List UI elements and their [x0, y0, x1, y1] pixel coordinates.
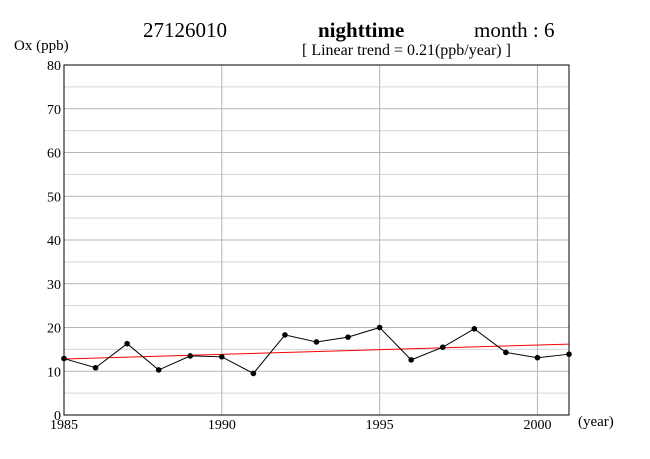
series-line	[63, 326, 570, 375]
linear-trend-label: [ Linear trend = 0.21(ppb/year) ]	[302, 42, 511, 59]
data-point	[282, 332, 288, 338]
y-tick-label: 50	[47, 190, 61, 205]
data-point	[313, 339, 320, 345]
y-tick-label: 10	[47, 365, 61, 380]
data-point	[503, 349, 509, 356]
data-point	[376, 324, 383, 331]
y-tick-label: 40	[47, 234, 61, 249]
data-series	[61, 324, 572, 377]
y-tick-label: 30	[47, 278, 61, 293]
data-point	[92, 364, 99, 371]
data-point	[219, 354, 225, 360]
x-tick-label: 1990	[208, 418, 236, 433]
plot-frame	[63, 64, 570, 416]
gridlines	[64, 65, 569, 415]
data-point	[187, 353, 194, 359]
x-tick-label: 2000	[523, 418, 551, 433]
data-point	[439, 344, 446, 350]
trend-line-group	[63, 343, 570, 360]
y-tick-label: 0	[54, 409, 61, 424]
data-point	[471, 326, 478, 332]
data-point	[155, 367, 162, 373]
y-axis-label: Ox (ppb)	[14, 38, 69, 54]
x-axis-label: (year)	[578, 414, 614, 430]
trend-line	[63, 343, 570, 360]
axis-ticks: 0 10 20 30 40 50 60 70 80 1985 1990 1995 2000	[47, 59, 551, 433]
y-tick-label: 70	[47, 103, 61, 118]
data-point	[124, 340, 130, 347]
y-tick-label: 80	[47, 59, 61, 74]
data-point	[250, 370, 257, 377]
y-tick-label: 20	[47, 322, 61, 337]
time-of-day-label: nighttime	[318, 18, 405, 42]
x-tick-label: 1995	[366, 418, 394, 433]
station-id: 27126010	[143, 18, 227, 42]
data-point	[345, 334, 351, 340]
month-label: month : 6	[474, 18, 555, 42]
y-tick-label: 60	[47, 147, 61, 162]
x-tick-label: 1985	[50, 418, 78, 433]
data-point	[408, 357, 414, 363]
data-point	[534, 354, 541, 361]
